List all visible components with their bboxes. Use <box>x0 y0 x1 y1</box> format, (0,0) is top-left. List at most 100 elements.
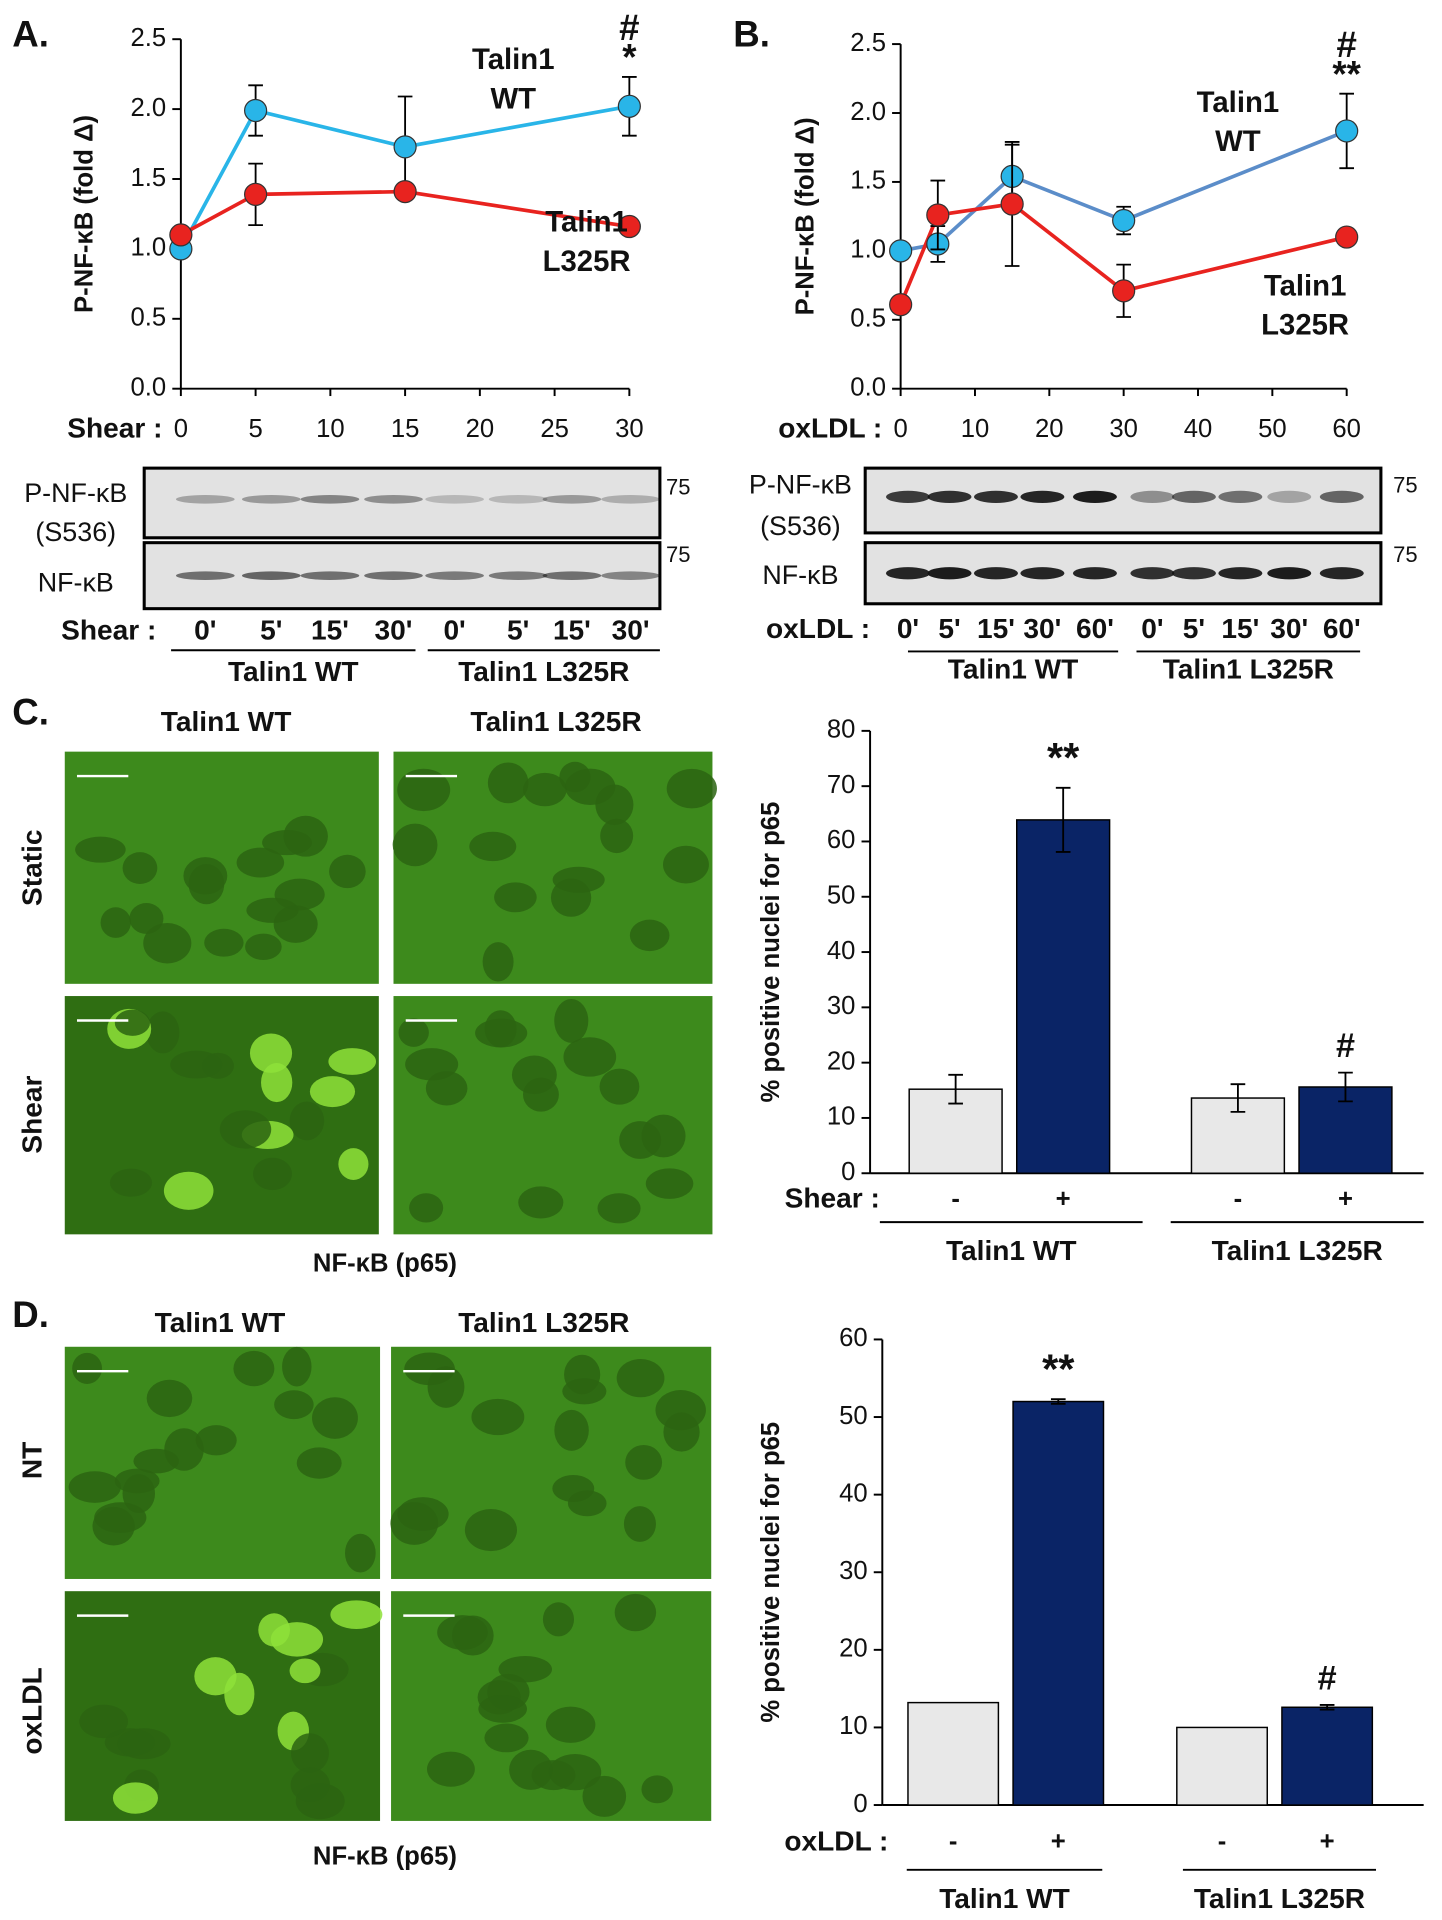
micrograph-nucleus <box>563 1037 617 1077</box>
y-tick-label: 0.5 <box>850 305 886 333</box>
micrograph-nucleus <box>655 1390 706 1431</box>
micrograph-nucleus <box>330 1600 383 1629</box>
error-bar <box>1230 1083 1246 1113</box>
y-tick-label: 60 <box>827 826 856 854</box>
series-label: - <box>951 1185 960 1213</box>
micrograph-nucleus <box>262 829 312 856</box>
lane-label: 0' <box>443 614 465 645</box>
group-label: Talin1 L325R <box>1163 653 1334 684</box>
lane-label: 60' <box>1076 613 1114 644</box>
lane-label: 5' <box>938 613 960 644</box>
lane-label: 30' <box>612 614 650 645</box>
micrograph-nucleus <box>274 1390 314 1420</box>
blot-band <box>488 571 548 580</box>
y-tick-label: 80 <box>827 716 856 744</box>
y-tick-label: 1.0 <box>131 234 167 262</box>
micrograph-nucleus <box>641 1114 686 1158</box>
series-line <box>179 189 630 237</box>
micrograph-nucleus <box>290 1767 330 1803</box>
lane-label: 5' <box>1183 613 1205 644</box>
micrograph-nucleus <box>564 1354 601 1395</box>
group-label: Talin1 L325R <box>1212 1235 1383 1266</box>
micrograph-nucleus <box>469 831 517 862</box>
x-tick-label: 60 <box>1332 415 1361 443</box>
micrograph-nucleus <box>122 852 158 884</box>
panel-label: C. <box>12 692 49 733</box>
x-tick-label: 50 <box>1258 415 1287 443</box>
micrograph-nucleus <box>542 1602 575 1637</box>
micrograph-nucleus <box>312 1397 358 1439</box>
y-tick-label: 20 <box>827 1047 856 1075</box>
lane-label: 15' <box>977 613 1015 644</box>
series-label: - <box>949 1828 958 1856</box>
micrograph-nucleus <box>484 1723 529 1753</box>
blot-band <box>542 571 602 580</box>
y-tick-label: 10 <box>839 1712 868 1740</box>
micrograph-nucleus <box>114 1468 160 1494</box>
lane-label: 30' <box>375 614 413 645</box>
blot-row-label: NF-κB <box>38 567 114 597</box>
y-tick-label: 1.5 <box>131 164 167 192</box>
micrograph-nucleus <box>484 1010 517 1048</box>
x-tick-label: 15 <box>391 415 420 443</box>
treatment-label: Shear : <box>61 614 156 645</box>
micrograph-nucleus <box>245 933 282 961</box>
group-label: Talin1 L325R <box>1194 1883 1365 1914</box>
micrograph-nucleus <box>146 1379 193 1418</box>
blot-band <box>1072 567 1117 580</box>
blot-band <box>425 571 484 580</box>
micrograph-nucleus <box>290 1733 329 1773</box>
blot-band <box>973 567 1018 580</box>
data-point <box>243 98 268 123</box>
micrograph-caption: NF-κB (p65) <box>313 1842 457 1870</box>
lane-label: 60' <box>1323 613 1361 644</box>
legend-label: Talin1 WT <box>472 43 555 115</box>
x-axis-label: oxLDL : <box>778 413 882 444</box>
data-point <box>1335 119 1359 143</box>
significance-label: ** <box>1332 53 1361 94</box>
y-tick-label: 30 <box>827 992 856 1020</box>
bar <box>1012 1400 1105 1806</box>
micrograph-nucleus <box>68 1471 121 1503</box>
x-tick-label: 0 <box>174 415 188 443</box>
blot-marker: 75 <box>666 542 690 567</box>
y-tick-label: 20 <box>839 1635 868 1663</box>
y-tick-label: 2.5 <box>850 29 886 57</box>
data-point <box>1112 279 1136 303</box>
y-axis-label: % positive nuclei for p65 <box>757 1422 785 1723</box>
group-label: Talin1 WT <box>939 1883 1070 1914</box>
micrograph-nucleus <box>328 1048 377 1075</box>
lane-label: 5' <box>507 614 529 645</box>
y-tick-label: 2.0 <box>131 94 167 122</box>
micrograph-nucleus <box>109 1168 153 1197</box>
significance-label: ** <box>1042 1345 1075 1392</box>
micrograph-nucleus <box>133 1448 179 1474</box>
micrograph-nucleus <box>195 1425 237 1456</box>
blot-band <box>885 490 930 503</box>
x-axis-label: Shear : <box>785 1183 880 1214</box>
blot-band <box>1020 567 1065 580</box>
column-label: Talin1 WT <box>155 1307 286 1338</box>
lane-label: 30' <box>1023 613 1061 644</box>
data-point <box>889 293 913 317</box>
x-axis-label: oxLDL : <box>784 1825 888 1856</box>
significance-label: ** <box>1047 734 1080 781</box>
blot-band <box>1267 490 1312 503</box>
column-label: Talin1 WT <box>161 706 292 737</box>
series-label: - <box>1218 1828 1227 1856</box>
y-tick-label: 2.5 <box>131 24 167 52</box>
row-label: Static <box>17 829 48 906</box>
micrograph-nucleus <box>482 942 514 982</box>
x-tick-label: 30 <box>615 415 644 443</box>
micrograph-nucleus <box>75 836 126 863</box>
micrograph-nucleus <box>114 1009 151 1036</box>
lane-label: 5' <box>260 614 282 645</box>
blot-band <box>488 495 548 504</box>
lane-label: 15' <box>1221 613 1259 644</box>
micrograph-nucleus <box>398 1018 429 1047</box>
blot-row-label: NF-κB <box>762 560 838 590</box>
legend-label: Talin1 L325R <box>1261 269 1349 341</box>
blot-band <box>241 495 301 504</box>
panel-label: B. <box>733 13 770 54</box>
series-label: - <box>1234 1185 1243 1213</box>
